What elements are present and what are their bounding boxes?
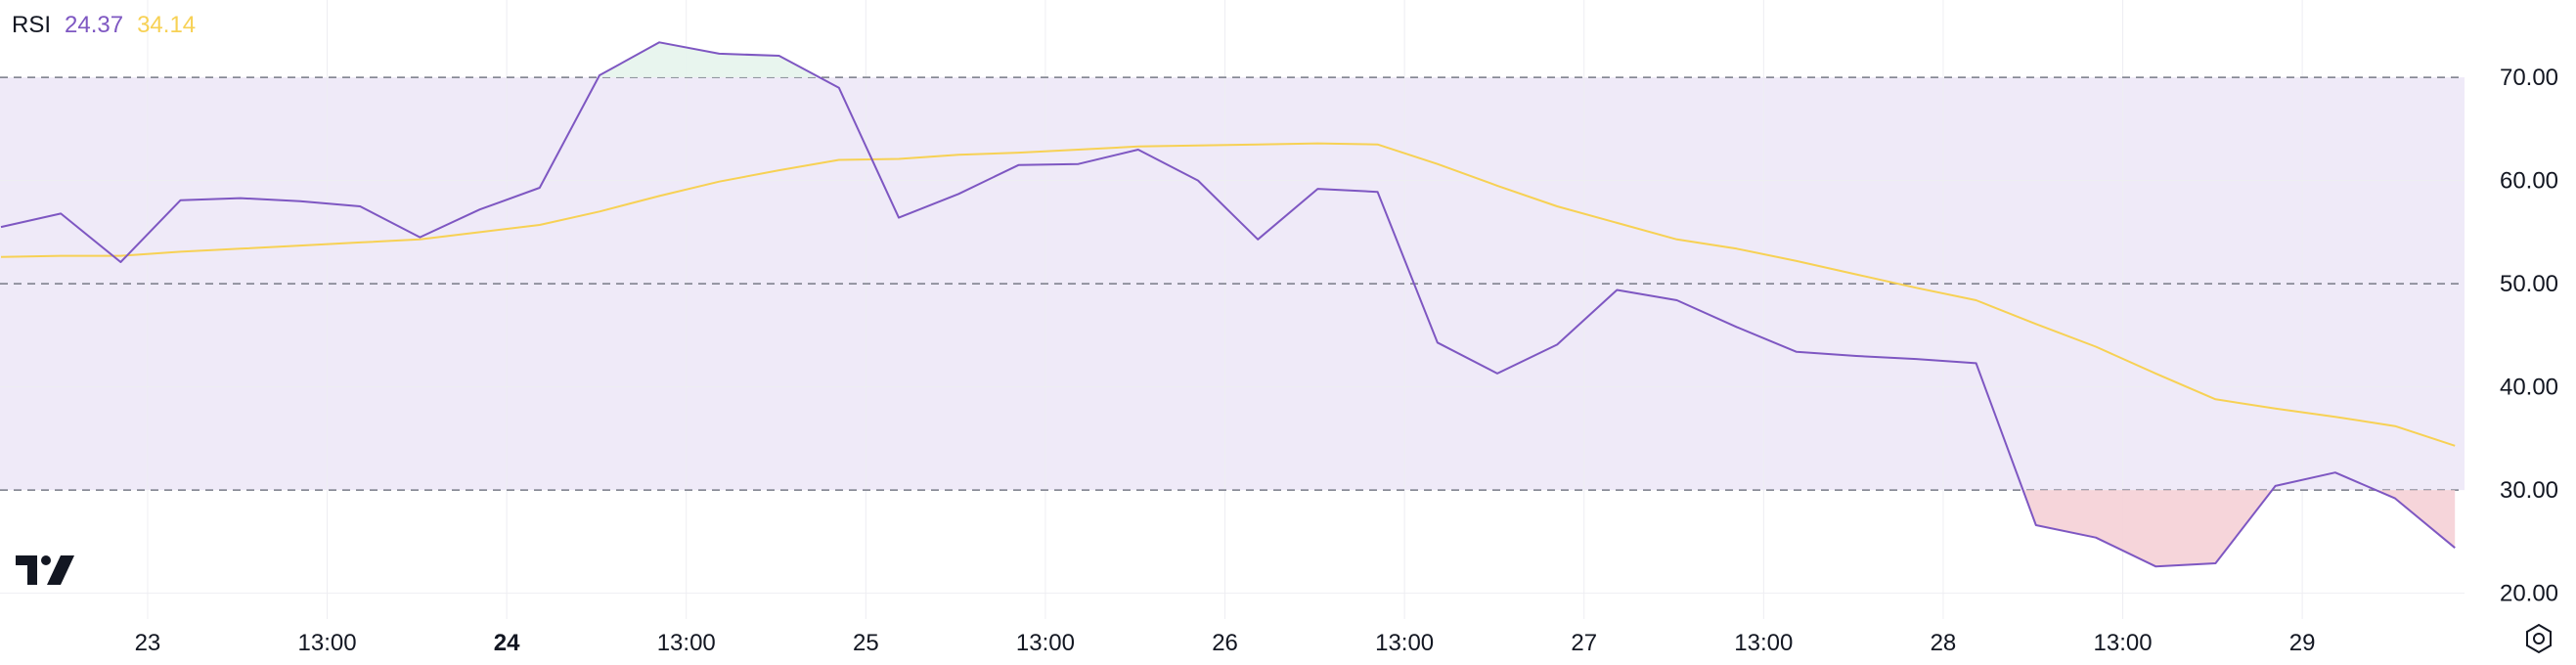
ma-line <box>0 142 2456 447</box>
tradingview-logo-icon[interactable] <box>16 554 78 592</box>
y-tick-label: 60.00 <box>2500 168 2558 195</box>
y-tick-label: 70.00 <box>2500 65 2558 91</box>
oversold-fill <box>2376 490 2456 549</box>
y-tick-label: 50.00 <box>2500 271 2558 297</box>
y-tick-label: 40.00 <box>2500 375 2558 401</box>
x-tick-label: 13:00 <box>657 630 716 656</box>
x-tick-label: 28 <box>1931 630 1957 656</box>
x-tick-label: 23 <box>135 630 161 656</box>
oversold-fill <box>2022 490 2273 567</box>
x-tick-label: 24 <box>494 630 520 656</box>
legend-name: RSI <box>12 12 52 38</box>
x-tick-label: 13:00 <box>1734 630 1793 656</box>
y-tick-label: 30.00 <box>2500 477 2558 504</box>
x-tick-label: 13:00 <box>1016 630 1075 656</box>
legend-ma-value: 34.14 <box>137 12 197 38</box>
x-tick-label: 29 <box>2289 630 2316 656</box>
y-tick-label: 20.00 <box>2500 581 2558 607</box>
legend-rsi-value: 24.37 <box>65 12 124 38</box>
settings-gear-icon[interactable] <box>2523 623 2554 659</box>
x-tick-label: 13:00 <box>1375 630 1434 656</box>
x-tick-label: 27 <box>1571 630 1597 656</box>
x-tick-label: 13:00 <box>2094 630 2153 656</box>
x-tick-label: 13:00 <box>298 630 357 656</box>
overbought-fill <box>598 42 821 78</box>
indicator-legend[interactable]: RSI 24.37 34.14 <box>12 12 196 39</box>
rsi-line <box>0 41 2456 568</box>
x-tick-label: 26 <box>1212 630 1238 656</box>
x-tick-label: 25 <box>853 630 879 656</box>
